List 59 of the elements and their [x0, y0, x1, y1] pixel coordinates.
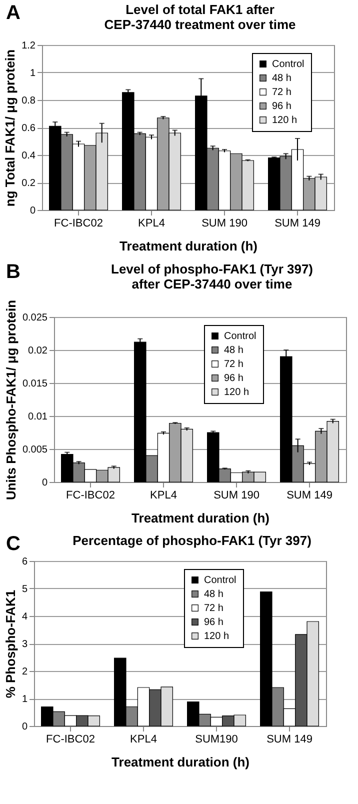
y-tick-label: 6	[22, 556, 28, 568]
y-tick-label: 0.015	[22, 378, 48, 390]
x-tick-label: SUM 149	[274, 218, 320, 230]
text: B	[6, 261, 20, 284]
y-tick-label: 1	[22, 694, 28, 705]
x-axis-title: Treatment duration (h)	[120, 238, 258, 254]
legend-label: 48 h	[224, 345, 244, 356]
y-tick-label: 1	[30, 68, 36, 79]
y-tick-label: 1.2	[22, 40, 36, 52]
legend-label: 96 h	[224, 373, 244, 384]
x-tick-label: FC-IBC02	[54, 218, 103, 230]
y-tick-label: 0.6	[22, 123, 36, 134]
legend-label: 72 h	[272, 87, 292, 98]
y-axis-title: Units Phospho-FAK1/ μg protein	[3, 300, 18, 500]
y-tick-label: 5	[22, 584, 28, 595]
x-tick-label: SUM 190	[202, 218, 248, 230]
x-tick-label: FC-IBC02	[66, 490, 115, 502]
y-tick-label: 4	[22, 612, 28, 622]
y-tick-label: 0	[30, 206, 36, 216]
legend-label: 120 h	[272, 115, 298, 126]
y-tick-label: 3	[22, 639, 28, 650]
x-tick-label: FC-IBC02	[46, 734, 95, 746]
y-tick-label: 0	[22, 722, 28, 732]
chart-title: Percentage of phospho-FAK1 (Tyr 397)	[72, 533, 312, 548]
legend-label: Control	[224, 331, 256, 342]
legend-label: 96 h	[204, 617, 224, 628]
y-tick-label: 0.8	[22, 96, 36, 106]
legend-label: 120 h	[224, 387, 250, 398]
x-tick-label: SUM 190	[214, 490, 260, 502]
y-tick-label: 0.4	[22, 150, 36, 162]
legend-label: Control	[204, 575, 236, 586]
legend-label: 48 h	[272, 73, 292, 84]
x-tick-label: SUM190	[195, 734, 238, 746]
x-tick-label: SUM 149	[286, 490, 332, 502]
legend-label: 72 h	[224, 359, 244, 370]
legend-label: Control	[272, 59, 304, 70]
y-axis-title: ng Total FAK1/ μg protein	[2, 49, 18, 207]
text: A	[6, 2, 20, 25]
y-tick-label: 0	[42, 478, 48, 488]
text: C	[6, 533, 20, 556]
x-axis-title: Treatment duration (h)	[112, 754, 250, 770]
legend-label: 48 h	[204, 589, 224, 600]
chart-title: Level of total FAK1 after CEP-37440 treatment over time	[104, 2, 296, 32]
legend-label: 72 h	[204, 603, 224, 614]
y-tick-label: 0.02	[28, 346, 48, 356]
y-axis-title: % Phospho-FAK1	[2, 590, 18, 698]
legend-label: 120 h	[204, 631, 230, 642]
x-tick-label: KPL4	[130, 734, 157, 746]
x-tick-label: KPL4	[138, 218, 165, 230]
y-tick-label: 0.005	[22, 444, 48, 456]
y-tick-label: 0.025	[22, 312, 48, 324]
x-axis-title: Treatment duration (h)	[132, 510, 270, 526]
chart-title: Level of phospho-FAK1 (Tyr 397) after CEP-37440 over time	[110, 261, 314, 292]
x-tick-label: KPL4	[150, 490, 177, 502]
x-tick-label: SUM 149	[266, 734, 312, 746]
y-tick-label: 2	[22, 666, 28, 678]
y-tick-label: 0.2	[22, 178, 36, 189]
y-tick-label: 0.01	[28, 412, 48, 422]
legend-label: 96 h	[272, 101, 292, 112]
